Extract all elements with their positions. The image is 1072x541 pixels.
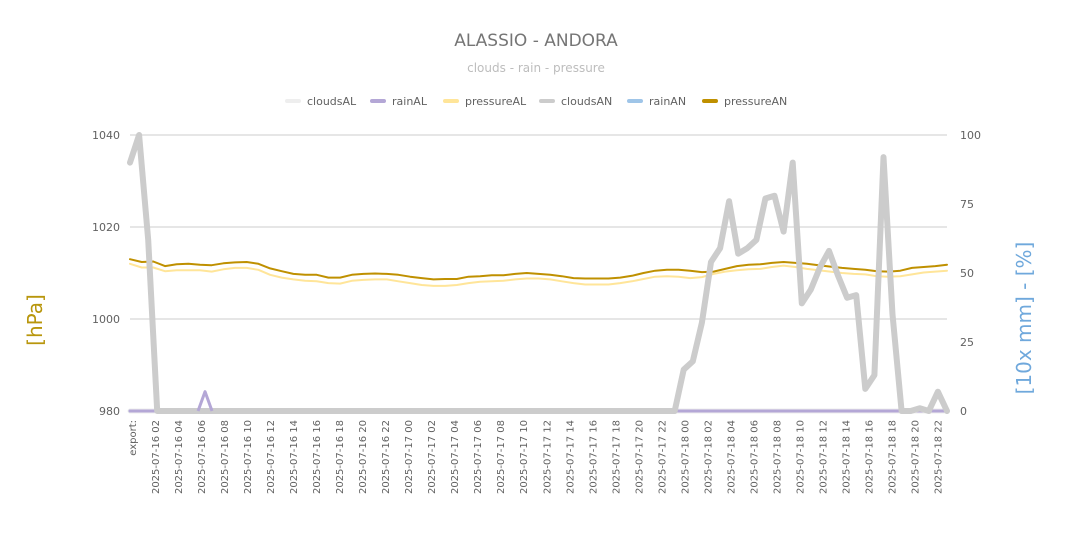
x-tick-label: 2025-07-17 08 [496,420,507,494]
x-tick-label: 2025-07-17 14 [565,420,576,494]
series-line-pressureAL [129,262,948,287]
x-tick-label: 2025-07-17 18 [611,420,622,494]
legend-label: pressureAL [465,95,527,108]
y-left-tick-label: 980 [99,405,120,418]
legend-item-rainAN[interactable]: rainAN [627,95,686,108]
x-tick-label: 2025-07-17 04 [450,420,461,494]
y-left-axis: 980 1000 1020 1040 [92,129,120,418]
x-tick-label: 2025-07-18 00 [680,420,691,494]
legend-item-rainAL[interactable]: rainAL [370,95,428,108]
chart-subtitle: clouds - rain - pressure [467,61,605,75]
x-tick-label: 2025-07-17 16 [588,420,599,494]
x-tick-label: 2025-07-16 18 [335,420,346,494]
legend-label: rainAN [649,95,686,108]
x-tick-label: 2025-07-18 02 [703,420,714,494]
y-left-tick-label: 1000 [92,313,120,326]
legend-item-cloudsAN[interactable]: cloudsAN [539,95,612,108]
y-right-axis: 0 25 50 75 100 [960,129,981,418]
x-axis: export: 2025-07-16 02 2025-07-16 04 2025-07… [128,420,944,494]
x-tick-label: 2025-07-17 12 [542,420,553,494]
x-tick-label: 2025-07-16 04 [174,420,185,494]
legend-label: rainAL [392,95,428,108]
y-left-axis-title: [hPa] [23,294,47,346]
y-right-tick-label: 50 [960,267,974,280]
x-tick-label: 2025-07-17 00 [404,420,415,494]
x-tick-label: 2025-07-16 08 [220,420,231,494]
x-tick-label: 2025-07-17 02 [427,420,438,494]
plot-area [127,132,950,414]
x-tick-label: 2025-07-18 04 [726,420,737,494]
y-right-tick-label: 25 [960,336,974,349]
x-tick-label: 2025-07-16 12 [266,420,277,494]
legend: cloudsAL rainAL pressureAL cloudsAN rainAN pr… [285,95,787,108]
legend-label: cloudsAL [307,95,357,108]
y-right-tick-label: 75 [960,198,974,211]
x-tick-label: 2025-07-18 08 [772,420,783,494]
legend-item-cloudsAL[interactable]: cloudsAL [285,95,357,108]
legend-label: pressureAN [724,95,787,108]
y-left-tick-label: 1040 [92,129,120,142]
y-right-tick-label: 100 [960,129,981,142]
x-tick-label: 2025-07-18 12 [818,420,829,494]
legend-item-pressureAN[interactable]: pressureAN [702,95,787,108]
x-tick-label: 2025-07-18 06 [749,420,760,494]
x-tick-label: 2025-07-16 06 [197,420,208,494]
x-tick-label: 2025-07-17 10 [519,420,530,494]
y-left-tick-label: 1020 [92,221,120,234]
x-tick-label: 2025-07-18 18 [887,420,898,494]
chart-title: ALASSIO - ANDORA [454,31,618,51]
x-tick-label: 2025-07-18 22 [933,420,944,494]
x-tick-label: 2025-07-17 22 [657,420,668,494]
x-tick-label: 2025-07-18 10 [795,420,806,494]
legend-label: cloudsAN [561,95,612,108]
series-line-cloudsAN [127,132,950,414]
y-right-tick-label: 0 [960,405,967,418]
x-tick-label: 2025-07-16 14 [289,420,300,494]
x-tick-label: 2025-07-17 20 [634,420,645,494]
x-tick-label: 2025-07-18 16 [864,420,875,494]
x-tick-label: 2025-07-16 22 [381,420,392,494]
x-tick-label: 2025-07-16 02 [151,420,162,494]
x-tick-label: 2025-07-16 16 [312,420,323,494]
x-tick-label: 2025-07-16 20 [358,420,369,494]
series-line-pressureAN [129,258,948,281]
x-tick-label: 2025-07-17 06 [473,420,484,494]
x-tick-label: export: [128,420,139,456]
x-tick-label: 2025-07-16 10 [243,420,254,494]
y-right-axis-title: [10x mm] - [%] [1012,242,1036,395]
x-tick-label: 2025-07-18 14 [841,420,852,494]
x-tick-label: 2025-07-18 20 [910,420,921,494]
series-peak-rainAL [196,390,214,412]
legend-item-pressureAL[interactable]: pressureAL [443,95,527,108]
